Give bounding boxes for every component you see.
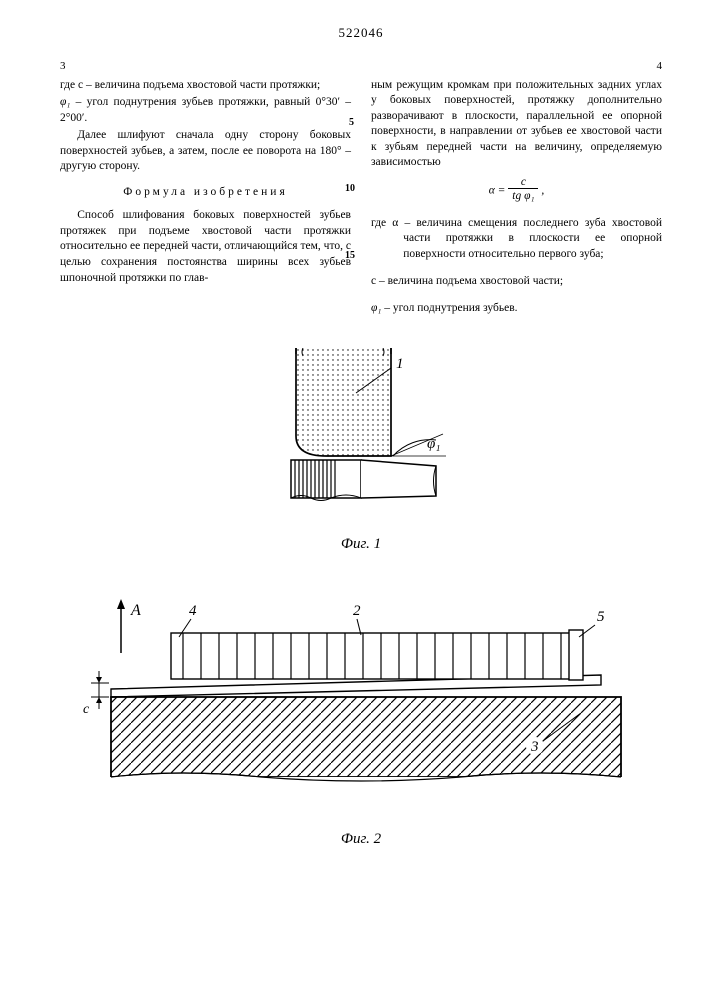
fraction: c tg φ₁	[508, 177, 538, 204]
fraction-num: c	[508, 177, 538, 190]
where-phi: φ₁ – угол поднутрения зубьев протяжки, р…	[60, 95, 351, 126]
fig1-label-1: 1	[396, 356, 404, 372]
def-phi-text: угол поднутрения зубьев.	[390, 302, 518, 314]
formula-alpha: α = c tg φ₁ ,	[371, 177, 662, 204]
where-c: где с – величина подъема хвостовой части…	[60, 78, 351, 94]
where-phi-text: – угол поднутрения зубьев протяжки, равн…	[60, 96, 351, 124]
fig1-label-phi: φ₁	[427, 436, 441, 452]
page-num-left: 3	[60, 59, 66, 74]
svg-text:3: 3	[530, 739, 539, 755]
def-alpha-sym: где α –	[371, 217, 410, 229]
line-marker-10: 10	[345, 183, 355, 194]
fig1-caption: Фиг. 1	[60, 536, 662, 553]
text-columns: 3 где с – величина подъема хвостовой час…	[60, 59, 662, 318]
fig2-label-c: c	[83, 702, 90, 717]
claim-text: Способ шлифования боковых поверхностей з…	[60, 208, 351, 286]
fraction-den: tg φ₁	[508, 189, 538, 204]
def-c-sym: с –	[371, 275, 385, 287]
eq-lhs: α =	[489, 184, 506, 196]
patent-number: 522046	[60, 25, 662, 41]
fig2-caption: Фиг. 2	[60, 831, 662, 848]
line-marker-15: 15	[345, 250, 355, 261]
def-phi-sym: φ₁ –	[371, 302, 390, 314]
patent-page: 522046 5 10 15 3 где с – величина подъем…	[0, 0, 707, 1000]
def-c-text: величина подъема хвостовой части;	[385, 275, 563, 287]
claim-continuation: ным режущим кромкам при положительных за…	[371, 78, 662, 171]
fig2-label-A: A	[130, 602, 141, 619]
def-c: с – величина подъема хвостовой части;	[403, 274, 662, 290]
def-alpha-text: величина смещения последнего зуба хвосто…	[403, 217, 662, 260]
eq-comma: ,	[541, 184, 544, 196]
line-marker-5: 5	[349, 117, 354, 128]
figures-block: 1 φ₁ Фиг. 1 A	[60, 348, 662, 848]
def-phi: φ₁ – угол поднутрения зубьев.	[403, 301, 662, 317]
left-column: 3 где с – величина подъема хвостовой час…	[60, 59, 351, 318]
figure-1-svg: 1 φ₁	[231, 348, 491, 528]
figure-1: 1 φ₁ Фиг. 1	[60, 348, 662, 553]
para-grinding: Далее шлифуют сначала одну сторону боков…	[60, 128, 351, 175]
figure-2: A	[60, 593, 662, 848]
claims-heading: Формула изобретения	[60, 185, 351, 201]
phi-symbol: φ₁	[60, 96, 70, 108]
page-num-right: 4	[657, 59, 663, 74]
right-column: 4 ным режущим кромкам при положительных …	[371, 59, 662, 318]
figure-2-svg: A	[61, 593, 661, 823]
fig2-label-4: 4	[189, 603, 197, 619]
def-alpha: где α – величина смещения последнего зуб…	[403, 216, 662, 263]
fig2-label-5: 5	[597, 609, 605, 625]
fig2-label-2: 2	[353, 603, 361, 619]
